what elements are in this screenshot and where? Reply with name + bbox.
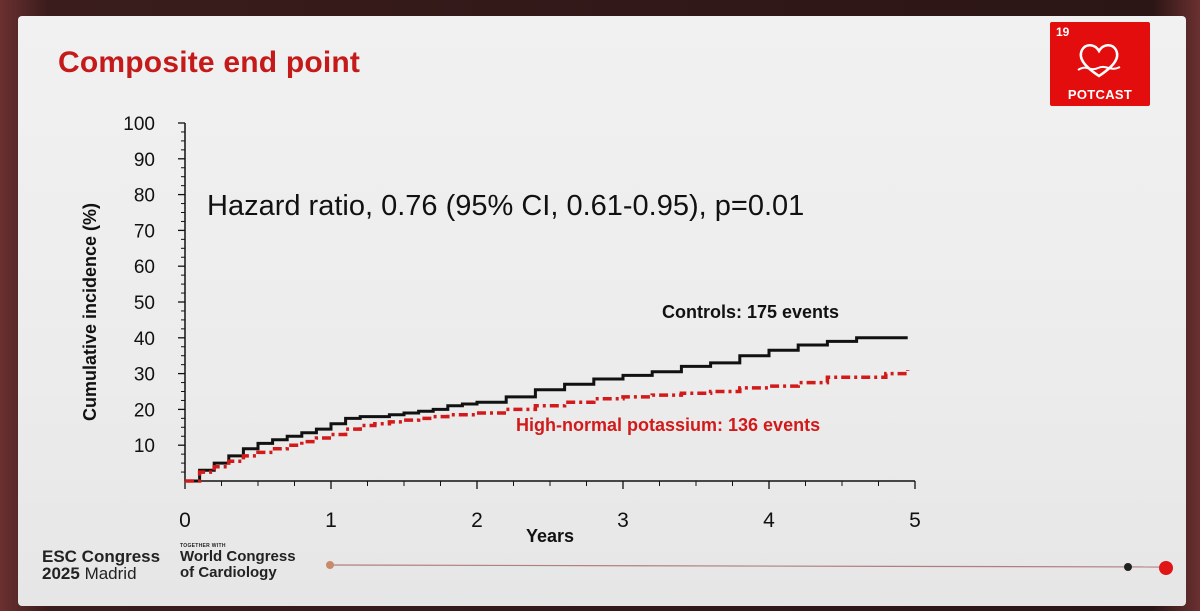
y-tick-label: 100 bbox=[123, 114, 155, 135]
esc-congress-logo: ESC Congress 2025 Madrid bbox=[42, 548, 160, 582]
y-tick-label: 30 bbox=[134, 365, 155, 386]
y-tick-label: 20 bbox=[134, 400, 155, 421]
x-tick-label: 3 bbox=[617, 509, 629, 532]
slide bbox=[18, 16, 1186, 606]
controls-series-line bbox=[185, 336, 908, 483]
y-tick-label: 10 bbox=[134, 436, 155, 457]
x-tick-label: 5 bbox=[909, 509, 921, 532]
x-tick-label: 1 bbox=[325, 509, 337, 532]
esc-line1: ESC Congress bbox=[42, 547, 161, 566]
esc-city: Madrid bbox=[84, 564, 137, 583]
logo-word: POTCAST bbox=[1067, 87, 1133, 102]
y-tick-label: 40 bbox=[134, 329, 155, 350]
x-tick-label: 0 bbox=[179, 509, 191, 532]
y-tick-label: 60 bbox=[134, 257, 155, 278]
wcc-logo: TOGETHER WITH World Congress of Cardiolo… bbox=[180, 543, 296, 581]
y-tick-label: 70 bbox=[134, 221, 155, 242]
esc-year: 2025 bbox=[42, 564, 80, 583]
heart-k-icon bbox=[1077, 44, 1121, 78]
hazard-ratio-text: Hazard ratio, 0.76 (95% CI, 0.61-0.95), … bbox=[207, 190, 805, 222]
wcc-line2: of Cardiology bbox=[180, 564, 277, 581]
x-tick-label: 4 bbox=[763, 509, 775, 532]
wcc-line1: World Congress bbox=[180, 548, 296, 565]
high-normal-events-label: High-normal potassium: 136 events bbox=[516, 415, 821, 435]
timeline-end-dot bbox=[1159, 561, 1173, 575]
y-tick-label: 80 bbox=[134, 186, 155, 207]
x-axis-label: Years bbox=[526, 526, 574, 546]
controls-events-label: Controls: 175 events bbox=[662, 302, 840, 322]
y-tick-label: 90 bbox=[134, 150, 155, 171]
timeline-start-dot bbox=[326, 561, 334, 569]
wcc-small-text: TOGETHER WITH bbox=[180, 543, 226, 549]
x-tick-label: 2 bbox=[471, 509, 483, 532]
high-normal-series-line bbox=[185, 370, 910, 483]
logo-number: 19 bbox=[1056, 25, 1070, 39]
timeline-line bbox=[329, 564, 1161, 568]
timeline-dot-dark bbox=[1124, 563, 1132, 571]
y-tick-label: 50 bbox=[134, 293, 155, 314]
potcast-logo: 19 POTCAST bbox=[1050, 22, 1150, 106]
y-axis-label: Cumulative incidence (%) bbox=[80, 203, 100, 421]
slide-title: Composite end point bbox=[58, 46, 361, 79]
